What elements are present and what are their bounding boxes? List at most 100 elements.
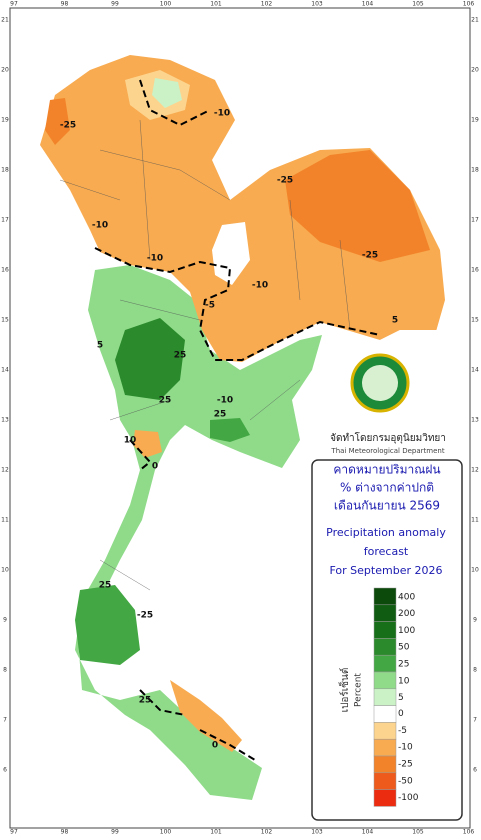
contour-label: 0 bbox=[152, 462, 158, 472]
legend-unit-en: Percent bbox=[354, 673, 364, 707]
legend-label: -25 bbox=[398, 760, 413, 770]
region-south-dark-green bbox=[75, 585, 140, 665]
lat-tick-label: 12 bbox=[471, 467, 479, 474]
lon-tick-label: 104 bbox=[362, 1, 374, 8]
legend-label: -10 bbox=[398, 743, 413, 753]
legend-label: -50 bbox=[398, 776, 413, 786]
lat-tick-label: 15 bbox=[471, 317, 479, 324]
title-en: Precipitation anomaly bbox=[326, 526, 446, 539]
lat-tick-label: 7 bbox=[3, 717, 7, 724]
legend-label: 0 bbox=[398, 709, 404, 719]
contour-label: 5 bbox=[392, 316, 398, 326]
title-th: เดือนกันยายน 2569 bbox=[334, 499, 440, 513]
contour-label: 10 bbox=[124, 436, 137, 446]
lon-tick-label: 100 bbox=[160, 829, 172, 836]
lat-tick-label: 8 bbox=[473, 667, 477, 674]
legend-label: 5 bbox=[398, 693, 404, 703]
lat-tick-label: 17 bbox=[1, 217, 9, 224]
contour-label: -10 bbox=[252, 281, 268, 291]
lat-tick-label: 14 bbox=[1, 367, 9, 374]
lon-tick-label: 102 bbox=[261, 829, 273, 836]
agency-th: จัดทำโดยกรมอุตุนิยมวิทยา bbox=[330, 431, 446, 444]
legend-swatch bbox=[373, 738, 397, 757]
region-north-orange bbox=[40, 55, 445, 362]
lat-tick-label: 18 bbox=[1, 167, 9, 174]
contour-label: -10 bbox=[217, 396, 233, 406]
legend-swatch bbox=[373, 621, 397, 639]
lat-tick-label: 20 bbox=[471, 67, 479, 74]
contour-label: -25 bbox=[60, 121, 76, 131]
province-lines bbox=[59, 119, 351, 591]
lon-tick-label: 101 bbox=[210, 1, 222, 8]
lon-tick-label: 97 bbox=[10, 1, 18, 8]
lon-tick-label: 102 bbox=[261, 1, 273, 8]
lon-tick-label: 99 bbox=[111, 829, 119, 836]
legend-swatch bbox=[373, 722, 397, 740]
region-east-dark-green bbox=[210, 418, 250, 442]
region-north-green bbox=[152, 78, 182, 108]
lat-tick-label: 21 bbox=[471, 17, 479, 24]
lat-tick-label: 18 bbox=[471, 167, 479, 174]
logo-inner bbox=[362, 365, 398, 401]
lat-tick-label: 12 bbox=[1, 467, 9, 474]
legend-swatch bbox=[373, 587, 397, 606]
lon-tick-label: 105 bbox=[412, 1, 424, 8]
contour-labels: -25 -10 -10 -25 -25 -10 -10 5 -5 25 5 25… bbox=[60, 109, 398, 751]
lat-tick-label: 21 bbox=[1, 17, 9, 24]
lon-tick-label: 97 bbox=[10, 829, 18, 836]
region-northeast-dark-orange bbox=[285, 150, 430, 262]
lat-tick-label: 16 bbox=[471, 267, 479, 274]
lat-tick-label: 10 bbox=[1, 567, 9, 574]
region-central-white bbox=[212, 222, 250, 285]
legend-label: -5 bbox=[398, 726, 407, 736]
contour-label: 5 bbox=[97, 341, 103, 351]
zero-contour bbox=[94, 79, 381, 761]
legend-swatch bbox=[373, 654, 397, 673]
lon-tick-label: 103 bbox=[311, 1, 323, 8]
title-en: For September 2026 bbox=[330, 564, 443, 577]
legend-swatch bbox=[373, 789, 397, 807]
legend-swatch bbox=[373, 772, 397, 790]
contour-label: 25 bbox=[139, 696, 152, 706]
lon-tick-label: 106 bbox=[463, 1, 475, 8]
contour-label: 25 bbox=[99, 581, 112, 591]
legend-label: 400 bbox=[398, 592, 415, 602]
legend-label: 200 bbox=[398, 609, 415, 619]
legend-label: 100 bbox=[398, 626, 415, 636]
lon-tick-label: 99 bbox=[111, 1, 119, 8]
contour-label: -25 bbox=[277, 176, 293, 186]
legend-unit-th: เปอร์เซ็นต์ bbox=[337, 668, 351, 713]
lat-tick-label: 11 bbox=[471, 517, 479, 524]
legend-swatch bbox=[373, 604, 397, 622]
lat-tick-label: 8 bbox=[3, 667, 7, 674]
region-south-orange bbox=[170, 680, 242, 752]
contour-label: -25 bbox=[137, 611, 153, 621]
legend-swatch bbox=[373, 638, 397, 656]
lat-tick-label: 17 bbox=[471, 217, 479, 224]
lat-tick-label: 9 bbox=[3, 617, 7, 624]
contour-label: 0 bbox=[212, 741, 218, 751]
legend-swatch bbox=[373, 688, 397, 706]
region-central-dark-green bbox=[115, 318, 185, 400]
contour-label: -10 bbox=[92, 221, 108, 231]
contour-label: -10 bbox=[147, 254, 163, 264]
region-south-green bbox=[75, 265, 322, 800]
contour-label: -25 bbox=[362, 251, 378, 261]
lon-tick-label: 98 bbox=[61, 1, 69, 8]
legend-swatch bbox=[373, 705, 397, 723]
legend-label: 10 bbox=[398, 676, 410, 686]
legend-label: 25 bbox=[398, 660, 409, 670]
lat-tick-label: 15 bbox=[1, 317, 9, 324]
lat-tick-label: 14 bbox=[471, 367, 479, 374]
lon-tick-label: 98 bbox=[61, 829, 69, 836]
lat-tick-label: 9 bbox=[473, 617, 477, 624]
legend-label: -100 bbox=[398, 793, 419, 803]
lat-tick-label: 11 bbox=[1, 517, 9, 524]
lat-tick-label: 6 bbox=[3, 767, 7, 774]
lat-tick-label: 13 bbox=[471, 417, 479, 424]
lon-tick-label: 101 bbox=[210, 829, 222, 836]
contour-label: 25 bbox=[174, 351, 187, 361]
lat-tick-label: 6 bbox=[473, 767, 477, 774]
lon-tick-label: 100 bbox=[160, 1, 172, 8]
